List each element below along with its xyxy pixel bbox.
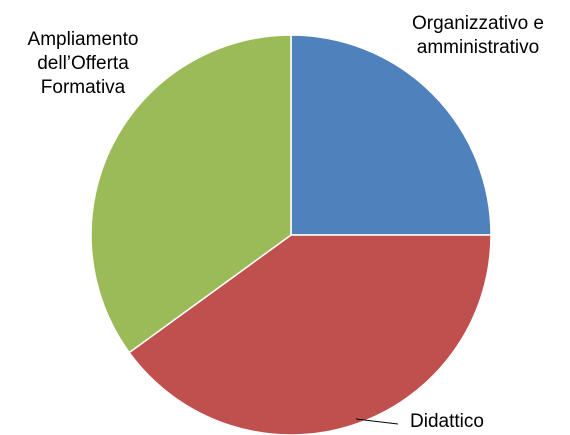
leader-line — [355, 418, 399, 425]
slice-label: Didattico — [410, 411, 484, 432]
slice-label: Ampliamento dell’Offerta Formativa — [28, 29, 139, 98]
slice-label: Organizzativo e amministrativo — [412, 13, 544, 58]
pie-slice — [128, 234, 492, 435]
pie-slice — [90, 34, 292, 354]
pie-slice — [290, 34, 492, 236]
